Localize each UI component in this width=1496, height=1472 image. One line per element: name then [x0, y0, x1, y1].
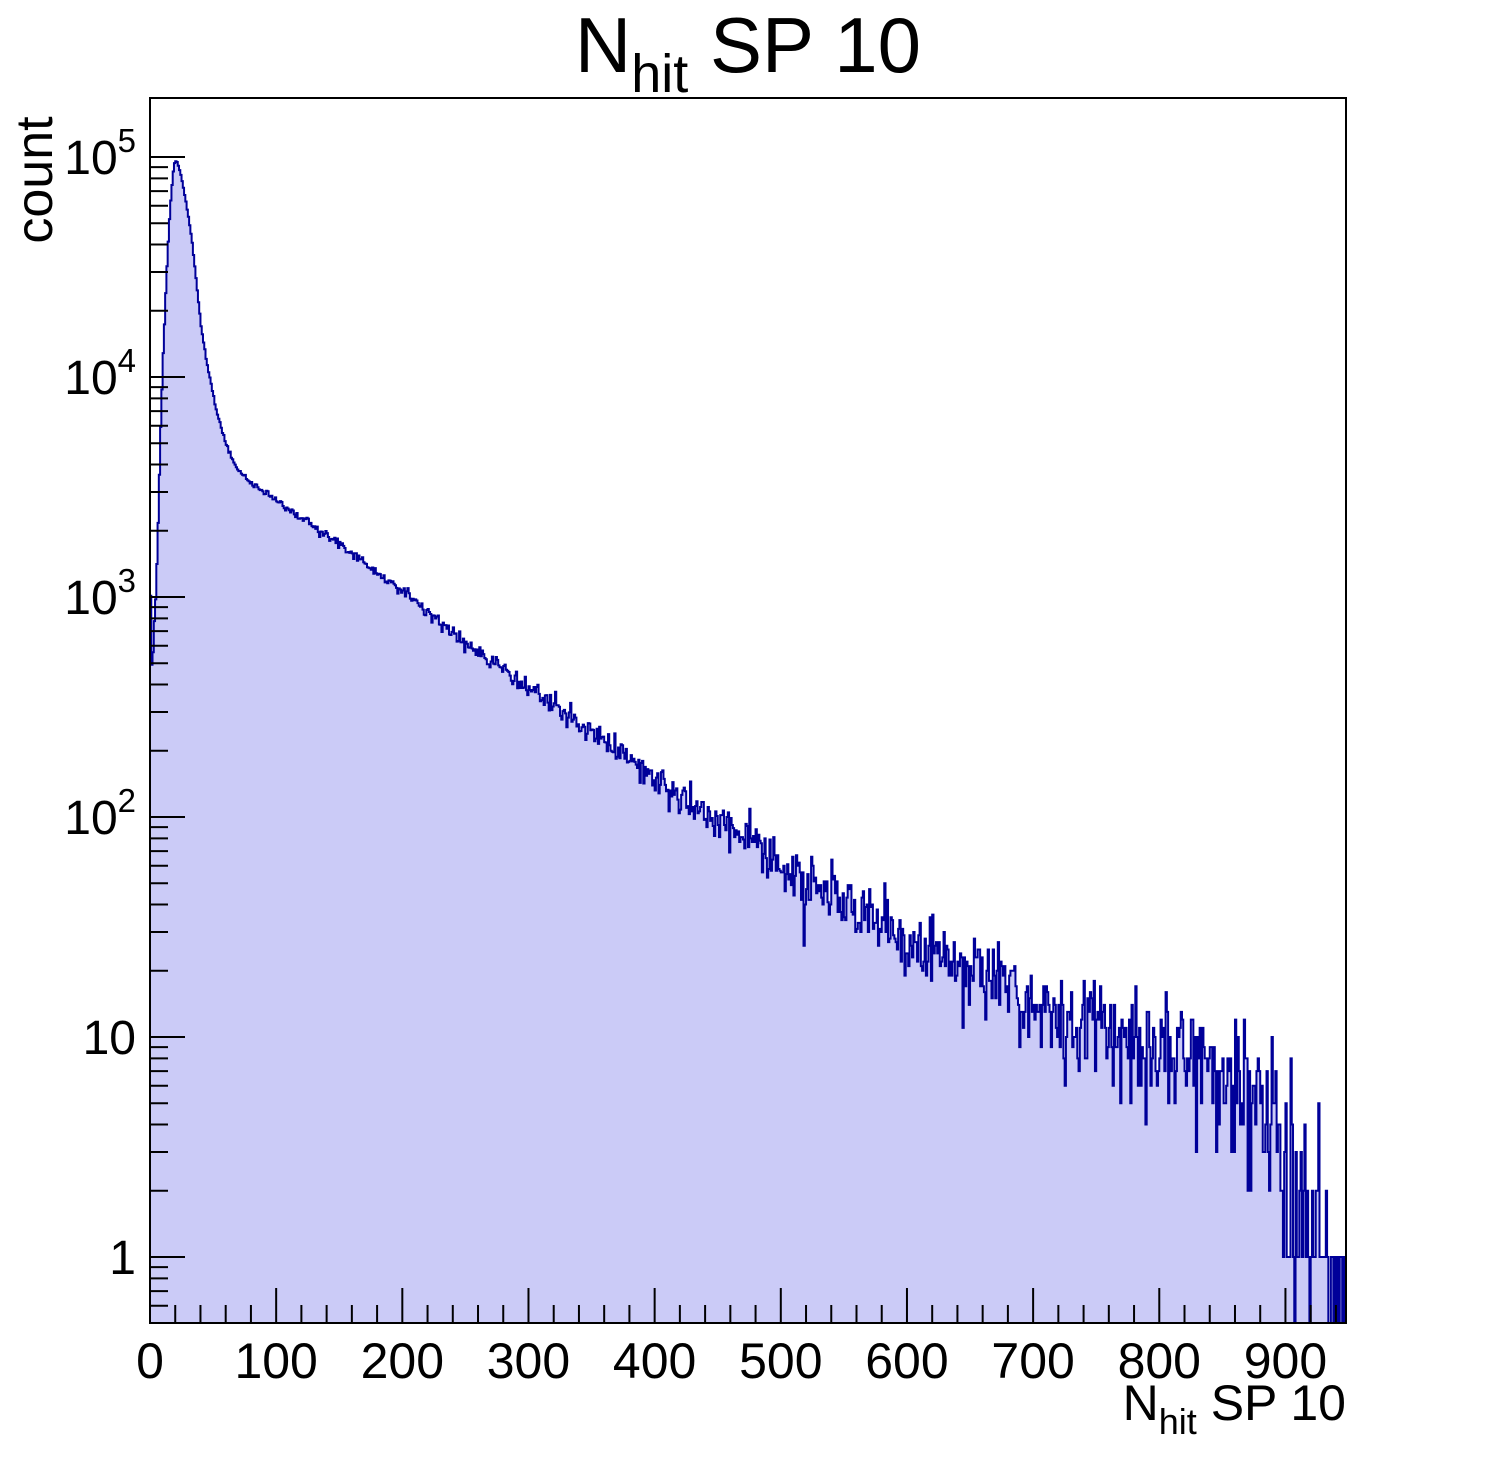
text-part: hit — [631, 44, 688, 104]
text-part: 5 — [118, 122, 136, 159]
histogram-outline — [149, 160, 1346, 1324]
text-part: 10 — [64, 572, 117, 625]
text-part: 10 — [64, 792, 117, 845]
y-axis-title: count — [6, 116, 64, 244]
y-tick-label: 103 — [64, 562, 136, 625]
y-tick-label: 1 — [109, 1232, 136, 1285]
x-tick-label: 100 — [234, 1333, 317, 1389]
x-axis-title: Nhit SP 10 — [1123, 1375, 1346, 1442]
text-part: 10 — [64, 352, 117, 405]
y-axis-ticks — [150, 156, 185, 1307]
text-part: N — [575, 1, 631, 89]
text-part: 10 — [83, 1012, 136, 1065]
x-tick-label: 200 — [361, 1333, 444, 1389]
x-tick-labels: 0 100 200 300 400 500 600 700 800 900 — [136, 1333, 1327, 1389]
text-part: N — [1123, 1375, 1159, 1431]
text-part: SP 10 — [688, 1, 921, 89]
text-part: 10 — [64, 132, 117, 185]
text-part: 1 — [109, 1232, 136, 1285]
x-tick-label: 400 — [613, 1333, 696, 1389]
x-tick-label: 0 — [136, 1333, 164, 1389]
plot-frame — [149, 97, 1347, 1324]
y-tick-label: 104 — [64, 342, 136, 405]
histogram-fill — [150, 161, 1346, 1324]
x-tick-label: 800 — [1118, 1333, 1201, 1389]
x-tick-label: 700 — [991, 1333, 1074, 1389]
y-tick-label: 10 — [83, 1012, 136, 1065]
chart-title: Nhit SP 10 — [575, 1, 921, 104]
y-tick-label: 105 — [64, 122, 136, 185]
y-tick-label: 102 — [64, 782, 136, 845]
x-tick-label: 500 — [739, 1333, 822, 1389]
x-tick-label: 600 — [865, 1333, 948, 1389]
x-tick-label: 300 — [487, 1333, 570, 1389]
text-part: hit — [1159, 1401, 1197, 1442]
text-part: 4 — [118, 342, 136, 379]
text-part: 2 — [118, 782, 136, 819]
text-part: SP 10 — [1197, 1375, 1346, 1431]
x-tick-label: 900 — [1244, 1333, 1327, 1389]
text-part: 3 — [118, 562, 136, 599]
